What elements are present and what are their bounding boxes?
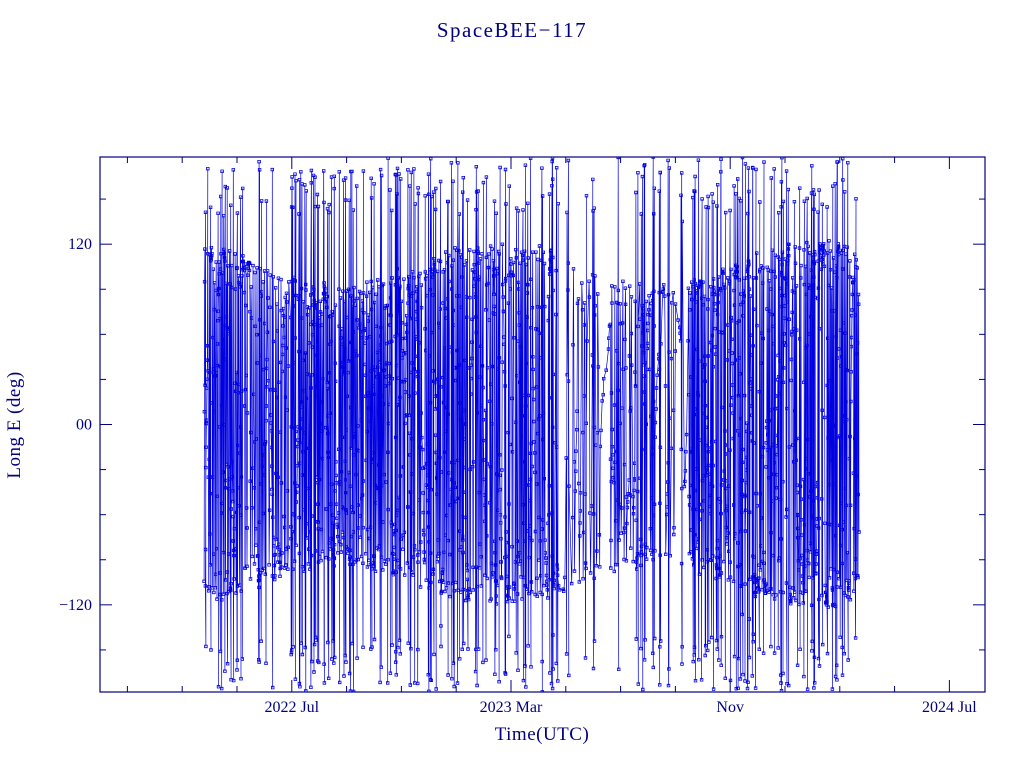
tick-label: 2022 Jul [264,699,319,716]
series-markers [202,157,861,692]
series-line [203,157,860,692]
plot-area [202,157,861,692]
tick-label: 2023 Mar [480,699,543,716]
tick-label: 00 [76,417,92,434]
chart-title: SpaceBEE−117 [437,18,587,42]
tick-label: 2024 Jul [922,699,977,716]
axes-ticks: 2022 Jul 2023 Mar Nov 2024 Jul 120 00 −120 [59,157,985,716]
plot-frame [99,156,986,693]
y-axis-label: Long E (deg) [4,371,25,478]
tick-label: −120 [59,597,92,614]
tick-label: Nov [716,699,744,716]
tick-label: 120 [68,236,92,253]
x-axis-label: Time(UTC) [495,724,590,745]
